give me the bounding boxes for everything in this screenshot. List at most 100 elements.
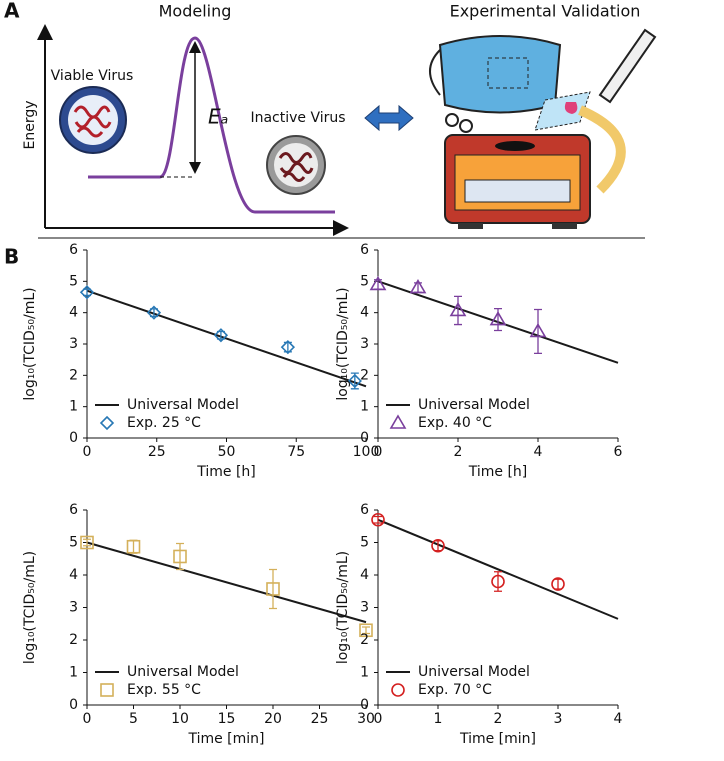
legend-label: Exp. 55 °C: [127, 682, 201, 698]
error-bar: [374, 515, 382, 524]
panel-label: A: [4, 0, 20, 23]
y-tick-label: 4: [69, 567, 78, 583]
model-line: [86, 541, 367, 624]
x-axis-label: Time [h]: [196, 464, 256, 480]
data-point: [359, 623, 373, 638]
x-tick-label: 0: [83, 444, 92, 460]
data-point: [491, 574, 505, 589]
x-tick-label: 75: [287, 444, 305, 460]
panel-title: Modeling: [159, 2, 232, 21]
data-point: [266, 582, 280, 596]
x-tick-label: 1: [434, 711, 443, 727]
x-tick-label: 15: [218, 711, 236, 727]
panel-title: Experimental Validation: [450, 2, 641, 21]
y-tick-label: 4: [360, 305, 369, 321]
x-axis-label: Time [min]: [459, 731, 536, 747]
double-arrow: [364, 104, 414, 132]
data-point: [79, 285, 95, 300]
y-tick-label: 6: [360, 242, 369, 258]
y-tick-label: 4: [69, 305, 78, 321]
y-tick-label: 1: [69, 399, 78, 415]
y-axis-label: log₁₀(TCID₅₀/mL): [22, 287, 38, 400]
energy-diagram: [37, 24, 349, 236]
legend-label: Universal Model: [127, 397, 239, 413]
data-point: [347, 373, 362, 389]
data-point: [529, 322, 547, 338]
data-point: [369, 275, 387, 291]
error-bar: [534, 308, 542, 355]
state-label: Viable Virus: [51, 68, 134, 84]
x-tick-label: 10: [171, 711, 189, 727]
incubator-illustration: [444, 134, 591, 229]
x-tick-label: 50: [218, 444, 236, 460]
y-axis-label: log₁₀(TCID₅₀/mL): [335, 551, 351, 664]
y-tick-label: 6: [69, 502, 78, 518]
data-point: [551, 577, 565, 591]
y-tick-label: 5: [69, 273, 78, 289]
legend-label: Exp. 40 °C: [418, 415, 492, 431]
y-tick-label: 6: [360, 502, 369, 518]
data-point: [213, 328, 229, 343]
legend-label: Universal Model: [418, 397, 530, 413]
legend-label: Universal Model: [127, 664, 239, 680]
x-tick-label: 25: [148, 444, 166, 460]
y-tick-label: 2: [360, 367, 369, 383]
x-tick-label: 0: [374, 444, 383, 460]
data-point: [80, 535, 94, 550]
y-tick-label: 3: [69, 600, 78, 616]
y-tick-label: 4: [360, 567, 369, 583]
data-point: [146, 305, 162, 320]
error-bar: [494, 571, 502, 592]
y-axis-label: log₁₀(TCID₅₀/mL): [335, 287, 351, 400]
y-tick-label: 3: [69, 336, 78, 352]
y-tick-label: 0: [360, 430, 369, 446]
x-tick-label: 25: [311, 711, 329, 727]
y-tick-label: 3: [360, 600, 369, 616]
error-bar: [554, 578, 562, 590]
axis-label: Energy: [22, 100, 38, 149]
y-tick-label: 1: [360, 665, 369, 681]
y-tick-label: 3: [360, 336, 369, 352]
legend-label: Exp. 70 °C: [418, 682, 492, 698]
barrier-label: Eₐ: [208, 105, 228, 129]
y-tick-label: 5: [360, 273, 369, 289]
x-tick-label: 5: [129, 711, 138, 727]
error-bar: [129, 539, 138, 554]
x-axis-label: Time [min]: [187, 731, 264, 747]
x-tick-label: 0: [83, 711, 92, 727]
state-label: Inactive Virus: [250, 110, 345, 126]
legend-swatch: [391, 683, 405, 697]
data-point: [489, 310, 507, 326]
data-point: [431, 538, 445, 553]
y-tick-label: 0: [69, 430, 78, 446]
x-tick-label: 2: [494, 711, 503, 727]
data-point: [280, 340, 296, 355]
y-tick-label: 2: [360, 632, 369, 648]
x-axis-label: Time [h]: [468, 464, 528, 480]
viable-virus-icon: [59, 86, 127, 154]
panel-label: B: [4, 245, 19, 269]
x-tick-label: 20: [264, 711, 282, 727]
legend-label: Exp. 25 °C: [127, 415, 201, 431]
data-point: [173, 549, 187, 564]
error-bar: [283, 341, 292, 353]
y-axis-label: log₁₀(TCID₅₀/mL): [22, 551, 38, 664]
y-tick-label: 1: [360, 399, 369, 415]
error-bar: [269, 568, 277, 610]
y-tick-label: 5: [360, 535, 369, 551]
legend-label: Universal Model: [418, 664, 530, 680]
model-line: [377, 518, 619, 620]
model-line: [86, 289, 367, 388]
data-point: [449, 301, 467, 317]
mask-illustration: [429, 28, 657, 194]
x-tick-label: 4: [614, 711, 623, 727]
error-bar: [83, 538, 91, 547]
y-tick-label: 5: [69, 535, 78, 551]
legend-swatch: [99, 415, 115, 431]
data-point: [371, 512, 385, 527]
y-tick-label: 0: [69, 697, 78, 713]
x-tick-label: 4: [534, 444, 543, 460]
x-tick-label: 100: [353, 444, 380, 460]
legend-swatch: [100, 683, 114, 697]
